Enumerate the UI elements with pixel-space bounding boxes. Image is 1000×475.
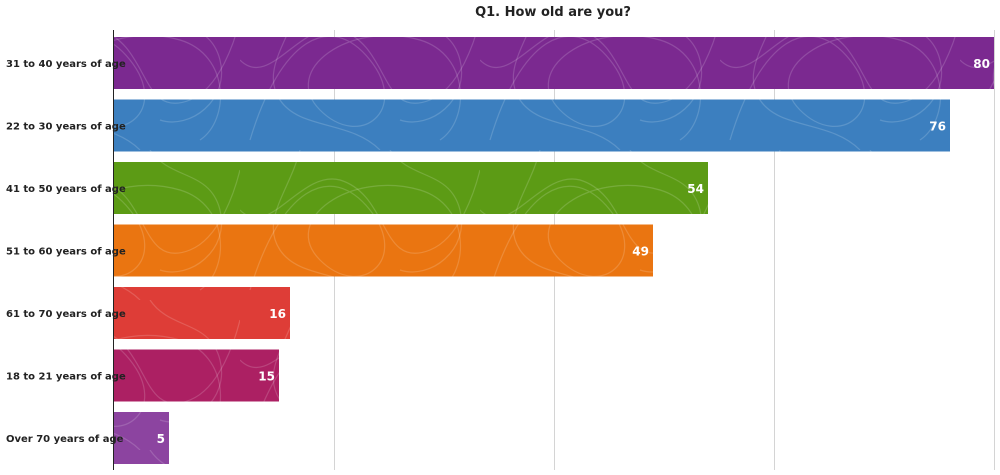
bar-texture xyxy=(114,162,708,214)
bar-group xyxy=(114,224,653,277)
bar-texture xyxy=(114,287,290,339)
category-label: 41 to 50 years of age xyxy=(6,184,126,195)
category-label: Over 70 years of age xyxy=(6,434,124,445)
value-label: 15 xyxy=(258,370,275,384)
bar-texture xyxy=(114,37,994,89)
value-label: 80 xyxy=(973,57,990,71)
bar-group xyxy=(114,287,290,339)
bar-group xyxy=(114,99,950,152)
category-label: 61 to 70 years of age xyxy=(6,309,126,320)
value-label: 54 xyxy=(687,182,704,196)
category-label: 22 to 30 years of age xyxy=(6,122,126,133)
value-label: 16 xyxy=(269,307,286,321)
chart-title: Q1. How old are you? xyxy=(475,5,631,20)
value-label: 49 xyxy=(632,245,649,259)
category-label: 31 to 40 years of age xyxy=(6,59,126,70)
category-labels: 31 to 40 years of age 22 to 30 years of a… xyxy=(6,59,126,445)
bar-group xyxy=(114,37,994,89)
bar-group xyxy=(114,162,708,214)
bar-group xyxy=(114,412,169,464)
value-label: 76 xyxy=(929,120,946,134)
category-label: 18 to 21 years of age xyxy=(6,372,126,383)
bar-texture xyxy=(114,224,653,277)
bar-group xyxy=(114,349,279,402)
value-labels: 80 76 54 49 16 15 5 xyxy=(157,57,990,446)
value-label: 5 xyxy=(157,432,165,446)
bars xyxy=(114,37,994,464)
bar-texture xyxy=(114,349,279,402)
category-label: 51 to 60 years of age xyxy=(6,247,126,258)
bar-texture xyxy=(114,412,169,464)
bar-texture xyxy=(114,99,950,152)
